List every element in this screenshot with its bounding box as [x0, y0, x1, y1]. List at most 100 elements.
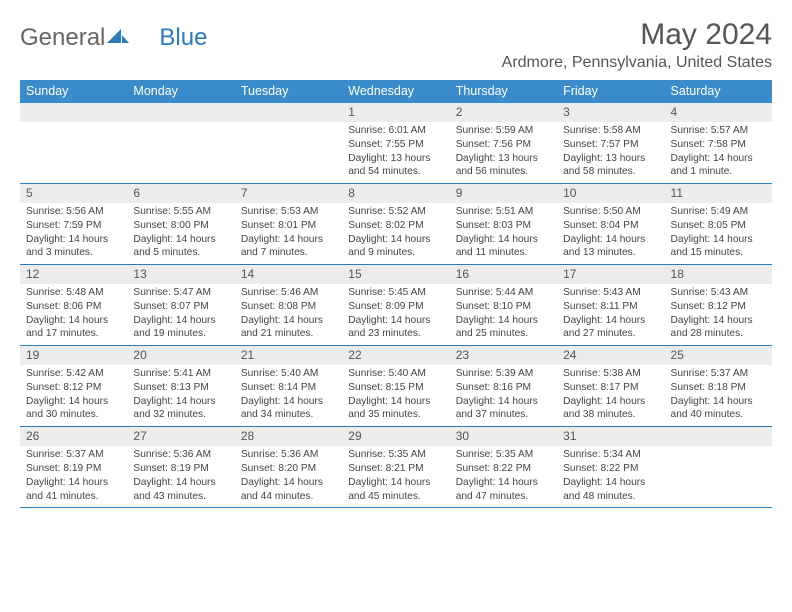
day-cell: 31 Sunrise: 5:34 AMSunset: 8:22 PMDayligh…: [557, 427, 664, 507]
sunset-line: Sunset: 8:15 PM: [348, 381, 443, 395]
daylight-line: Daylight: 14 hours and 25 minutes.: [456, 314, 551, 342]
day-number: 5: [20, 184, 127, 203]
day-number: 23: [450, 346, 557, 365]
sunrise-line: Sunrise: 5:37 AM: [26, 448, 121, 462]
sunset-line: Sunset: 8:22 PM: [563, 462, 658, 476]
sunset-line: Sunset: 8:19 PM: [26, 462, 121, 476]
day-number: 11: [665, 184, 772, 203]
day-details: Sunrise: 5:46 AMSunset: 8:08 PMDaylight:…: [235, 284, 342, 345]
day-cell: 29Sunrise: 5:35 AMSunset: 8:21 PMDayligh…: [342, 427, 449, 507]
sunrise-line: Sunrise: 5:59 AM: [456, 124, 551, 138]
sunrise-line: Sunrise: 5:36 AM: [241, 448, 336, 462]
day-number: 26: [20, 427, 127, 446]
day-cell: 7Sunrise: 5:53 AMSunset: 8:01 PMDaylight…: [235, 184, 342, 264]
day-number: 8: [342, 184, 449, 203]
day-header-cell: Saturday: [665, 80, 772, 103]
day-cell: 23Sunrise: 5:39 AMSunset: 8:16 PMDayligh…: [450, 346, 557, 426]
day-details: Sunrise: 5:47 AMSunset: 8:07 PMDaylight:…: [127, 284, 234, 345]
daylight-line: Daylight: 13 hours and 54 minutes.: [348, 152, 443, 180]
day-cell: 12Sunrise: 5:48 AMSunset: 8:06 PMDayligh…: [20, 265, 127, 345]
sunrise-line: Sunrise: 5:36 AM: [133, 448, 228, 462]
logo-text-1: General: [20, 24, 105, 52]
day-number: 17: [557, 265, 664, 284]
day-cell: 6Sunrise: 5:55 AMSunset: 8:00 PMDaylight…: [127, 184, 234, 264]
sunrise-line: Sunrise: 5:47 AM: [133, 286, 228, 300]
week-row: 1Sunrise: 6:01 AMSunset: 7:55 PMDaylight…: [20, 103, 772, 184]
day-header-cell: Thursday: [450, 80, 557, 103]
sunrise-line: Sunrise: 5:57 AM: [671, 124, 766, 138]
day-details: Sunrise: 5:40 AMSunset: 8:14 PMDaylight:…: [235, 365, 342, 426]
sunrise-line: Sunrise: 5:51 AM: [456, 205, 551, 219]
day-details: Sunrise: 5:44 AMSunset: 8:10 PMDaylight:…: [450, 284, 557, 345]
sunrise-line: Sunrise: 5:53 AM: [241, 205, 336, 219]
day-cell: 8Sunrise: 5:52 AMSunset: 8:02 PMDaylight…: [342, 184, 449, 264]
sunrise-line: Sunrise: 5:45 AM: [348, 286, 443, 300]
day-cell: [665, 427, 772, 507]
day-number: [127, 103, 234, 122]
day-cell: 18Sunrise: 5:43 AMSunset: 8:12 PMDayligh…: [665, 265, 772, 345]
daylight-line: Daylight: 14 hours and 45 minutes.: [348, 476, 443, 504]
day-cell: [20, 103, 127, 183]
day-cell: 27Sunrise: 5:36 AMSunset: 8:19 PMDayligh…: [127, 427, 234, 507]
sunrise-line: Sunrise: 5:34 AM: [563, 448, 658, 462]
sunrise-line: Sunrise: 5:44 AM: [456, 286, 551, 300]
day-number: 24: [557, 346, 664, 365]
day-cell: 11Sunrise: 5:49 AMSunset: 8:05 PMDayligh…: [665, 184, 772, 264]
sail-icon: [107, 24, 129, 52]
sunrise-line: Sunrise: 5:41 AM: [133, 367, 228, 381]
daylight-line: Daylight: 14 hours and 19 minutes.: [133, 314, 228, 342]
day-details: Sunrise: 5:52 AMSunset: 8:02 PMDaylight:…: [342, 203, 449, 264]
daylight-line: Daylight: 14 hours and 43 minutes.: [133, 476, 228, 504]
sunset-line: Sunset: 8:05 PM: [671, 219, 766, 233]
day-details: Sunrise: 5:41 AMSunset: 8:13 PMDaylight:…: [127, 365, 234, 426]
sunset-line: Sunset: 8:18 PM: [671, 381, 766, 395]
sunrise-line: Sunrise: 5:55 AM: [133, 205, 228, 219]
day-number: 14: [235, 265, 342, 284]
day-number: 9: [450, 184, 557, 203]
day-number: 28: [235, 427, 342, 446]
sunset-line: Sunset: 8:12 PM: [671, 300, 766, 314]
sunset-line: Sunset: 8:14 PM: [241, 381, 336, 395]
day-cell: 20Sunrise: 5:41 AMSunset: 8:13 PMDayligh…: [127, 346, 234, 426]
day-cell: 14Sunrise: 5:46 AMSunset: 8:08 PMDayligh…: [235, 265, 342, 345]
page-title: May 2024: [502, 18, 772, 52]
day-details: Sunrise: 5:50 AMSunset: 8:04 PMDaylight:…: [557, 203, 664, 264]
daylight-line: Daylight: 14 hours and 32 minutes.: [133, 395, 228, 423]
daylight-line: Daylight: 14 hours and 40 minutes.: [671, 395, 766, 423]
day-details: Sunrise: 5:39 AMSunset: 8:16 PMDaylight:…: [450, 365, 557, 426]
sunrise-line: Sunrise: 5:50 AM: [563, 205, 658, 219]
day-details: [20, 122, 127, 128]
daylight-line: Daylight: 14 hours and 1 minute.: [671, 152, 766, 180]
day-details: Sunrise: 5:40 AMSunset: 8:15 PMDaylight:…: [342, 365, 449, 426]
sunrise-line: Sunrise: 5:35 AM: [348, 448, 443, 462]
day-header-cell: Monday: [127, 80, 234, 103]
sunrise-line: Sunrise: 5:49 AM: [671, 205, 766, 219]
day-number: 31: [557, 427, 664, 446]
logo: General Blue: [20, 18, 207, 52]
day-number: 25: [665, 346, 772, 365]
daylight-line: Daylight: 14 hours and 30 minutes.: [26, 395, 121, 423]
day-cell: 24Sunrise: 5:38 AMSunset: 8:17 PMDayligh…: [557, 346, 664, 426]
day-details: Sunrise: 5:37 AMSunset: 8:19 PMDaylight:…: [20, 446, 127, 507]
day-details: Sunrise: 5:38 AMSunset: 8:17 PMDaylight:…: [557, 365, 664, 426]
day-details: [127, 122, 234, 128]
sunrise-line: Sunrise: 5:39 AM: [456, 367, 551, 381]
week-row: 12Sunrise: 5:48 AMSunset: 8:06 PMDayligh…: [20, 265, 772, 346]
day-cell: 22Sunrise: 5:40 AMSunset: 8:15 PMDayligh…: [342, 346, 449, 426]
sunset-line: Sunset: 8:02 PM: [348, 219, 443, 233]
daylight-line: Daylight: 14 hours and 5 minutes.: [133, 233, 228, 261]
sunrise-line: Sunrise: 5:52 AM: [348, 205, 443, 219]
week-row: 19Sunrise: 5:42 AMSunset: 8:12 PMDayligh…: [20, 346, 772, 427]
day-details: Sunrise: 5:49 AMSunset: 8:05 PMDaylight:…: [665, 203, 772, 264]
day-number: 16: [450, 265, 557, 284]
day-number: [235, 103, 342, 122]
daylight-line: Daylight: 13 hours and 58 minutes.: [563, 152, 658, 180]
sunrise-line: Sunrise: 5:58 AM: [563, 124, 658, 138]
day-cell: 10Sunrise: 5:50 AMSunset: 8:04 PMDayligh…: [557, 184, 664, 264]
day-number: 7: [235, 184, 342, 203]
daylight-line: Daylight: 13 hours and 56 minutes.: [456, 152, 551, 180]
sunset-line: Sunset: 8:03 PM: [456, 219, 551, 233]
daylight-line: Daylight: 14 hours and 28 minutes.: [671, 314, 766, 342]
sunrise-line: Sunrise: 5:40 AM: [241, 367, 336, 381]
daylight-line: Daylight: 14 hours and 48 minutes.: [563, 476, 658, 504]
